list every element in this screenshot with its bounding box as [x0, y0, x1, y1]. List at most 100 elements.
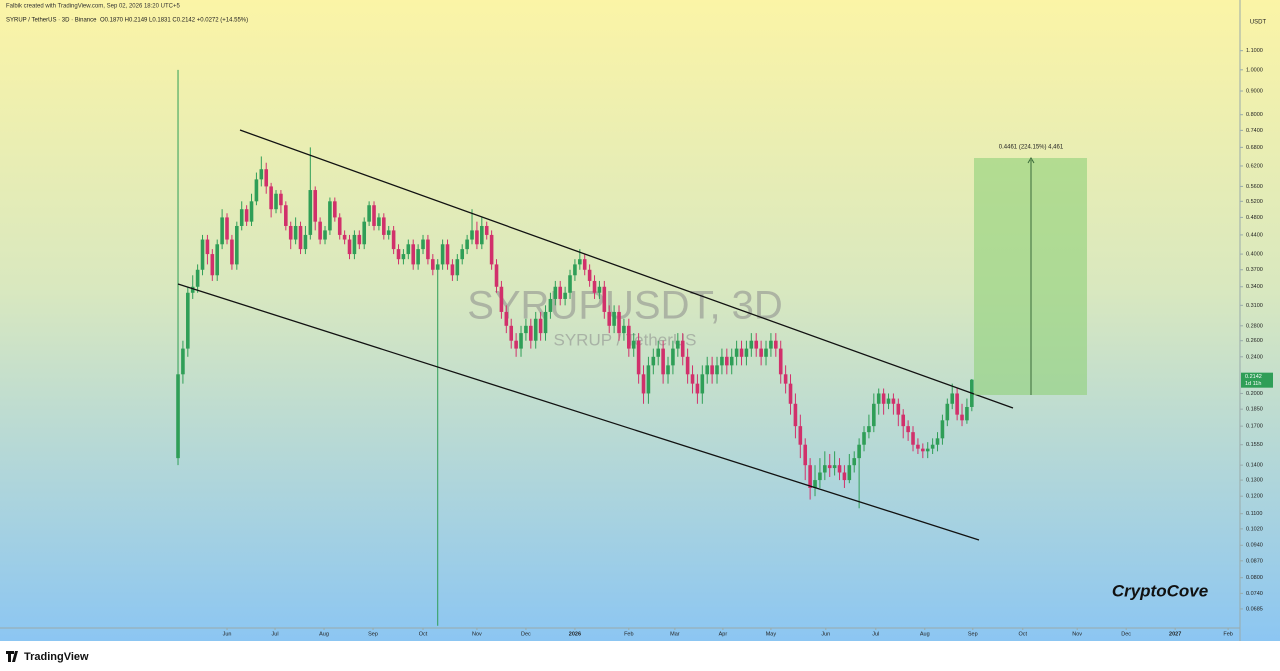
candle-body [455, 259, 460, 276]
candle-body [774, 340, 778, 349]
candle-body [328, 201, 332, 231]
candle-body [377, 217, 381, 226]
candle-body [342, 234, 347, 240]
measure-label: 0.4461 (224.15%) 4,461 [999, 145, 1064, 151]
candle-body [881, 393, 886, 404]
candle-body [793, 403, 798, 427]
candle-body [215, 244, 220, 276]
candle-body [808, 465, 812, 488]
y-tick-label: 0.8000 [1246, 112, 1263, 118]
candle-body [651, 356, 656, 366]
candle-body [769, 340, 773, 349]
candle-body [916, 444, 920, 449]
candle-body [362, 221, 367, 245]
y-tick-label: 0.4000 [1246, 252, 1263, 258]
signature: CryptoCove [1112, 581, 1208, 600]
candle-body [558, 286, 563, 299]
candle-body [734, 348, 739, 357]
candle-body [754, 340, 759, 349]
candle-body [612, 311, 616, 326]
x-tick-label: Jun [223, 631, 232, 637]
candle-body [406, 244, 411, 255]
candle-body [676, 340, 680, 349]
y-tick-label: 0.1300 [1246, 478, 1263, 484]
candle-body [176, 374, 180, 459]
candle-body [661, 348, 665, 375]
candle-body [813, 480, 817, 488]
candle-body [391, 230, 396, 250]
candle-body [445, 244, 450, 265]
x-tick-label: Dec [1121, 631, 1131, 637]
candle-body [372, 205, 376, 226]
candle-body [803, 444, 808, 466]
x-tick-label: Mar [670, 631, 680, 637]
candle-body [323, 230, 327, 240]
candle-body [494, 264, 499, 287]
candles [176, 69, 974, 626]
y-tick-label: 0.6200 [1246, 163, 1263, 169]
y-tick-label: 0.1850 [1246, 407, 1263, 413]
candle-body [426, 239, 430, 260]
candle-body [347, 239, 352, 255]
candle-body [279, 193, 283, 206]
candle-body [249, 201, 254, 222]
candle-body [225, 217, 229, 240]
candle-body [636, 340, 641, 375]
y-tick-label: 0.0800 [1246, 575, 1263, 581]
ohlc: O0.1870 H0.2149 L0.1831 C0.2142 +0.0272 … [100, 18, 248, 24]
candle-body [509, 325, 514, 341]
candle-body [646, 365, 651, 394]
logo-text: TradingView [24, 651, 89, 663]
candle-body [867, 426, 871, 433]
candle-body [631, 340, 636, 349]
candle-body [950, 393, 955, 404]
candle-body [284, 205, 288, 226]
price-tag [1241, 372, 1273, 388]
candle-body [401, 254, 406, 260]
candle-body [230, 239, 234, 265]
candle-body [720, 356, 724, 366]
candle-body [945, 403, 950, 421]
candle-body [852, 458, 857, 466]
candle-body [563, 292, 567, 299]
y-tick-label: 0.0685 [1246, 606, 1263, 612]
candle-body [641, 374, 646, 394]
y-tick-label: 0.3100 [1246, 303, 1263, 309]
candle-body [205, 239, 210, 255]
candle-body [901, 414, 906, 427]
candle-body [783, 374, 788, 384]
candle-body [930, 444, 935, 449]
y-tick-label: 0.3400 [1246, 284, 1263, 290]
candle-body [333, 201, 337, 218]
candle-body [489, 234, 494, 265]
x-tick-label: Nov [1072, 631, 1082, 637]
candle-body [749, 340, 754, 349]
x-tick-label: Aug [319, 631, 329, 637]
y-tick-label: 0.1700 [1246, 424, 1263, 430]
candle-body [386, 230, 391, 235]
candle-body [411, 244, 416, 265]
candle-body [705, 365, 710, 375]
candle-body [739, 348, 744, 357]
candle-body [195, 269, 200, 287]
x-tick-label: Oct [419, 631, 428, 637]
candle-body [837, 465, 842, 473]
y-tick-label: 0.2600 [1246, 338, 1263, 344]
candle-body [715, 365, 719, 375]
y-tick-label: 0.0740 [1246, 591, 1263, 597]
candle-body [274, 193, 278, 210]
candle-body [857, 444, 861, 459]
candle-body [382, 217, 386, 235]
candle-body [744, 348, 749, 357]
candle-body [352, 234, 357, 255]
candle-body [190, 286, 195, 293]
candle-body [293, 225, 298, 240]
x-tick-label: Sep [968, 631, 978, 637]
candle-body [431, 259, 435, 270]
candle-body [210, 254, 215, 276]
channel-upper [239, 129, 1014, 409]
candle-body [827, 465, 832, 469]
candle-body [587, 269, 592, 281]
